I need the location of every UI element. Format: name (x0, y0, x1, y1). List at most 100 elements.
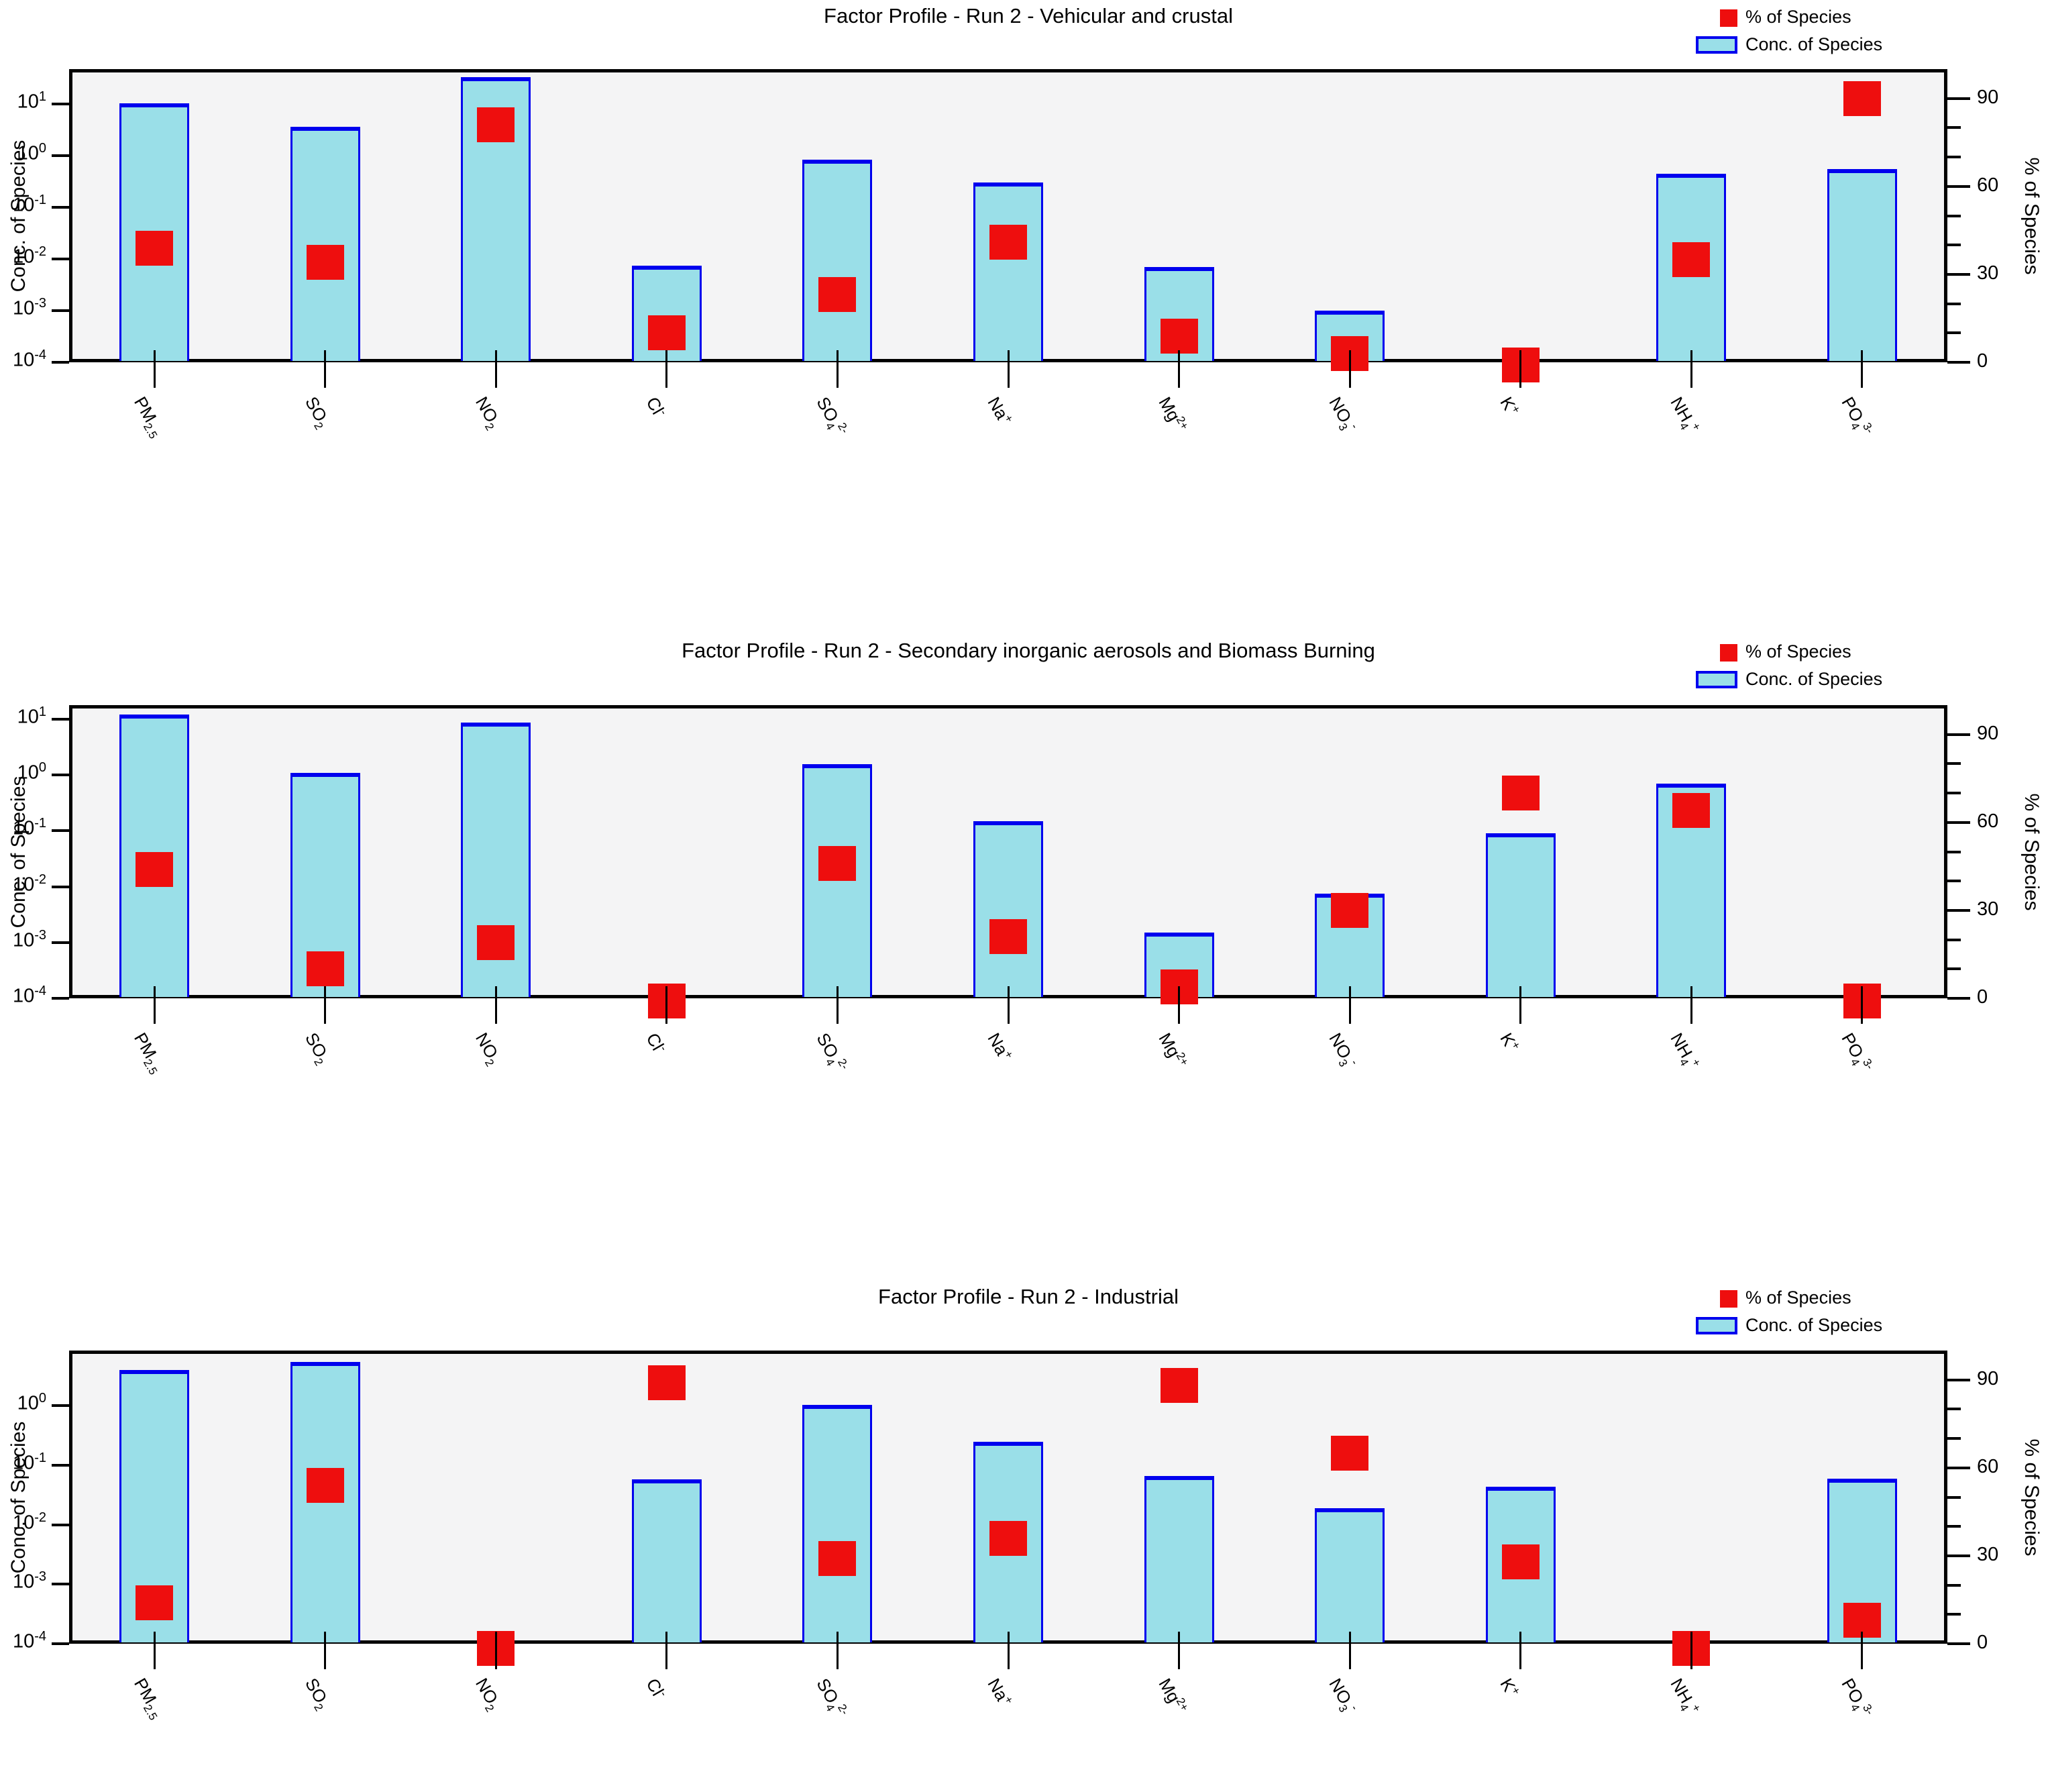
x-tick-label-NO2: NO2 (469, 393, 506, 433)
x-tick-label-SO42-: SO42- (810, 1675, 852, 1723)
percent-marker-SO2 (306, 951, 344, 987)
legend-conc-swatch-icon (1696, 1317, 1737, 1334)
x-tick-label-NO3-: NO3- (1322, 1029, 1362, 1073)
right-axis-minor-tick (1947, 880, 1961, 883)
right-axis-major-tick (1947, 821, 1970, 824)
right-axis-tick-label: 60 (1977, 1455, 1999, 1477)
species-label-part: NO (1325, 1029, 1356, 1063)
right-axis-minor-tick (1947, 1408, 1961, 1411)
left-axis-tick-label: 10-2 (12, 244, 46, 268)
legend-conc-label: Conc. of Species (1745, 1315, 1883, 1335)
right-axis-minor-tick (1947, 792, 1961, 795)
right-axis-major-tick (1947, 1642, 1970, 1645)
x-tick-label-NH4+: NH4+ (1664, 393, 1704, 438)
x-tick-label-Na+: Na+ (983, 393, 1016, 429)
x-axis-tick (836, 1632, 839, 1669)
x-tick-label-PM2.5: PM2.5 (127, 393, 169, 441)
legend-conc-label: Conc. of Species (1745, 669, 1883, 689)
x-tick-label-K+: K+ (1495, 1675, 1523, 1701)
species-label-part: - (1348, 1702, 1362, 1713)
left-axis-tick-label: 10-3 (12, 927, 46, 951)
x-axis-tick (153, 350, 156, 388)
bar-SO42- (802, 1404, 873, 1642)
percent-marker-PM2.5 (136, 230, 174, 266)
species-label-part: SO (301, 1675, 331, 1707)
percent-marker-Cl- (647, 1365, 686, 1401)
species-label-part: - (1348, 1057, 1362, 1067)
species-label-part: + (1689, 420, 1704, 433)
species-label-part: PO (1837, 1675, 1868, 1707)
species-label-part: NH (1666, 1029, 1697, 1061)
species-label-part: PO (1837, 1029, 1868, 1061)
percent-marker-Na+ (989, 224, 1027, 260)
left-axis-tick-label: 10-2 (12, 872, 46, 896)
right-axis-minor-tick (1947, 331, 1961, 335)
right-axis-tick-label: 30 (1977, 898, 1999, 920)
left-axis-tick (52, 309, 69, 313)
right-axis-title: % of Species (2020, 792, 2043, 911)
x-tick-label-NO3-: NO3- (1322, 393, 1362, 437)
left-axis-tick (52, 774, 69, 777)
x-tick-label-Cl-: Cl- (641, 1675, 670, 1703)
right-axis-minor-tick (1947, 850, 1961, 853)
right-axis-tick-label: 0 (1977, 1632, 1988, 1653)
x-tick-label-PO43-: PO43- (1835, 1029, 1876, 1077)
right-axis-tick-label: 30 (1977, 262, 1999, 284)
species-label-part: NO (472, 393, 502, 426)
x-axis-tick (494, 1632, 497, 1669)
species-label-part: - (1348, 421, 1362, 431)
x-axis-tick (494, 350, 497, 388)
right-axis-major-tick (1947, 1466, 1970, 1469)
percent-marker-K+ (1501, 1544, 1540, 1579)
right-axis-major-tick (1947, 185, 1970, 188)
x-tick-label-Na+: Na+ (983, 1675, 1016, 1710)
species-label-part: 3- (1860, 1056, 1876, 1072)
percent-marker-SO42- (818, 1541, 857, 1577)
left-axis-tick (52, 885, 69, 888)
chart-title: Factor Profile - Run 2 - Secondary inorg… (682, 639, 1375, 662)
bar-SO2 (290, 127, 360, 361)
x-axis-tick (324, 1632, 327, 1669)
left-axis-tick (52, 1404, 69, 1408)
x-tick-label-NO2: NO2 (469, 1029, 506, 1069)
x-axis-tick (1861, 350, 1864, 388)
percent-marker-NH4+ (1672, 793, 1711, 829)
right-axis-minor-tick (1947, 302, 1961, 305)
right-axis-minor-tick (1947, 1495, 1961, 1499)
x-axis-tick (665, 986, 668, 1024)
percent-marker-NO3- (1331, 892, 1369, 928)
percent-marker-Na+ (989, 919, 1027, 955)
x-axis-tick (1178, 350, 1181, 388)
right-axis-major-tick (1947, 97, 1970, 100)
species-label-part: NO (1325, 1675, 1356, 1708)
bar-Na+ (973, 182, 1043, 361)
left-axis-tick (52, 1523, 69, 1526)
x-tick-label-NO3-: NO3- (1322, 1675, 1362, 1718)
chart-title: Factor Profile - Run 2 - Vehicular and c… (824, 4, 1233, 28)
right-axis-tick-label: 0 (1977, 986, 1988, 1008)
bar-NO3- (1315, 1508, 1385, 1642)
x-tick-label-Na+: Na+ (983, 1029, 1016, 1065)
species-label-part: SO (812, 1675, 843, 1707)
left-axis-tick-label: 10-2 (12, 1510, 46, 1534)
right-axis-tick-label: 90 (1977, 86, 1999, 108)
chart-title: Factor Profile - Run 2 - Industrial (878, 1285, 1179, 1308)
species-label-part: 2- (835, 420, 852, 436)
x-axis-tick (153, 986, 156, 1024)
left-axis-tick (52, 1642, 69, 1645)
percent-marker-Na+ (989, 1520, 1027, 1556)
x-axis-tick (1178, 986, 1181, 1024)
left-axis-tick-label: 101 (17, 704, 46, 728)
left-axis-tick-label: 100 (17, 760, 46, 784)
percent-marker-NH4+ (1672, 242, 1711, 278)
x-axis-tick (665, 350, 668, 388)
left-axis-tick-label: 10-1 (12, 816, 46, 839)
right-axis-major-tick (1947, 997, 1970, 1000)
x-tick-label-SO42-: SO42- (810, 393, 852, 441)
right-axis-major-tick (1947, 1554, 1970, 1557)
legend-percent-label: % of Species (1745, 7, 1851, 27)
right-axis-minor-tick (1947, 762, 1961, 766)
bar-Cl- (631, 1479, 702, 1642)
species-label-part: 3- (1860, 420, 1876, 436)
right-axis-minor-tick (1947, 1583, 1961, 1587)
